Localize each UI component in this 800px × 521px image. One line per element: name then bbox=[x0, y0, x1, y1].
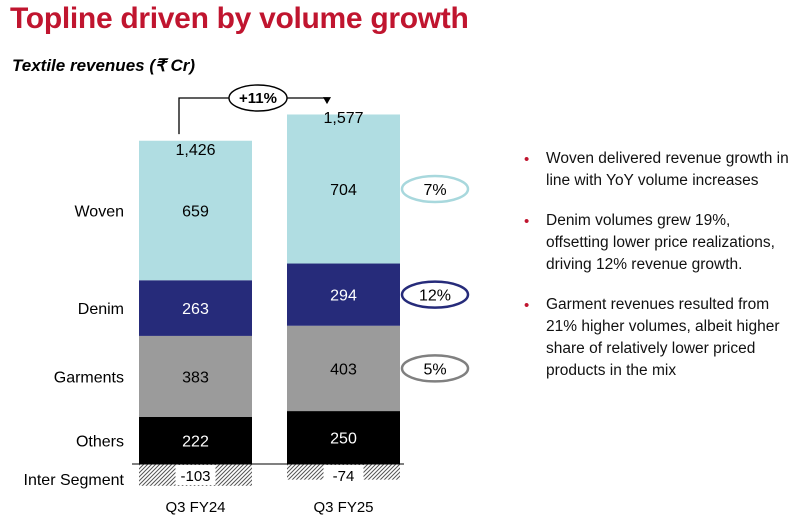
inter-segment-label-bg bbox=[175, 465, 216, 485]
data-label-woven: 704 bbox=[330, 182, 357, 199]
bar-segment-woven bbox=[139, 140, 252, 281]
series-label-denim: Denim bbox=[78, 301, 124, 318]
data-label-inter-segment: -103 bbox=[180, 468, 210, 485]
bullet-dot: • bbox=[524, 297, 530, 314]
series-label-woven: Woven bbox=[74, 203, 124, 220]
data-label-others: 250 bbox=[330, 431, 357, 448]
growth-badge bbox=[228, 84, 288, 112]
data-label-denim: 294 bbox=[330, 288, 357, 305]
total-label: 1,426 bbox=[175, 142, 215, 159]
growth-badge-label: +11% bbox=[239, 90, 277, 107]
bar-segment-garments bbox=[139, 335, 252, 418]
bullet-text: Denim volumes grew 19%, offsetting lower… bbox=[546, 212, 775, 273]
data-label-garments: 383 bbox=[182, 369, 209, 386]
bullet-dot: • bbox=[524, 213, 530, 230]
growth-arrow-icon bbox=[323, 97, 331, 105]
bar-segment-garments bbox=[287, 325, 400, 412]
bullet-dot: • bbox=[524, 151, 530, 168]
bar-segment-denim bbox=[139, 280, 252, 336]
bullet-text: Garment revenues resulted from 21% highe… bbox=[546, 296, 780, 379]
data-label-denim: 263 bbox=[182, 301, 209, 318]
yoy-badge-label: 5% bbox=[423, 361, 446, 378]
yoy-badge-label: 7% bbox=[423, 182, 446, 199]
data-label-woven: 659 bbox=[182, 203, 209, 220]
yoy-badge-garments bbox=[400, 354, 470, 383]
bar-segment-others bbox=[287, 411, 400, 464]
bullet-text: Woven delivered revenue growth in line w… bbox=[546, 150, 789, 189]
stacked-bar-chart: 222 250 383 403 263 294 659 704 -103 -74 Q3 FY24 Q3… bbox=[24, 84, 470, 516]
bar-segment-woven bbox=[287, 114, 400, 264]
bar-segment-denim bbox=[287, 263, 400, 326]
bullet-denim: • Denim volumes grew 19%, offsetting lowe… bbox=[522, 210, 794, 276]
bar-segment-others bbox=[139, 417, 252, 464]
bullet-garments: • Garment revenues resulted from 21% high… bbox=[522, 294, 794, 382]
x-tick-label: Q3 FY25 bbox=[313, 499, 373, 516]
series-label-inter-segment: Inter Segment bbox=[24, 472, 125, 489]
data-label-garments: 403 bbox=[330, 361, 357, 378]
bullet-woven: • Woven delivered revenue growth in line … bbox=[522, 148, 794, 192]
data-label-others: 222 bbox=[182, 434, 209, 451]
yoy-badge-label: 12% bbox=[419, 288, 451, 305]
total-label: 1,577 bbox=[323, 110, 363, 127]
yoy-badge-woven bbox=[400, 174, 470, 204]
chart-title: Textile revenues (₹ Cr) bbox=[12, 56, 196, 75]
series-label-garments: Garments bbox=[54, 369, 124, 386]
page-title: Topline driven by volume growth bbox=[10, 2, 469, 35]
series-label-others: Others bbox=[76, 434, 124, 451]
inter-segment-label-bg bbox=[323, 465, 364, 485]
commentary-list: • Woven delivered revenue growth in line … bbox=[522, 148, 794, 400]
yoy-badge-denim bbox=[400, 280, 470, 309]
data-label-inter-segment: -74 bbox=[333, 468, 355, 485]
x-tick-label: Q3 FY24 bbox=[165, 499, 225, 516]
